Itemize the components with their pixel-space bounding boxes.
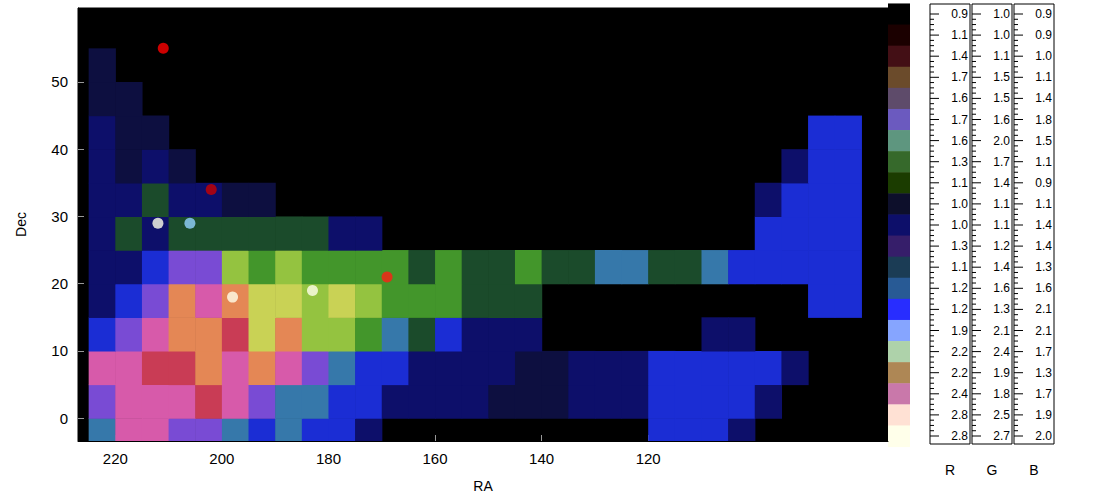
svg-text:2.2: 2.2 (951, 345, 968, 359)
svg-text:0.9: 0.9 (1035, 28, 1052, 42)
svg-text:1.1: 1.1 (951, 176, 968, 190)
svg-text:Dec: Dec (13, 212, 29, 237)
svg-text:1.7: 1.7 (1035, 387, 1052, 401)
svg-text:1.6: 1.6 (993, 281, 1010, 295)
svg-text:2.0: 2.0 (1035, 429, 1052, 443)
svg-text:B: B (1029, 462, 1038, 478)
svg-text:1.0: 1.0 (951, 197, 968, 211)
svg-text:R: R (945, 462, 955, 478)
svg-text:1.6: 1.6 (1035, 281, 1052, 295)
svg-text:2.4: 2.4 (951, 387, 968, 401)
svg-text:1.0: 1.0 (951, 218, 968, 232)
svg-text:20: 20 (51, 275, 68, 292)
svg-text:1.9: 1.9 (993, 366, 1010, 380)
svg-text:2.1: 2.1 (1035, 302, 1052, 316)
svg-text:1.1: 1.1 (993, 49, 1010, 63)
svg-text:1.6: 1.6 (951, 91, 968, 105)
svg-text:2.4: 2.4 (993, 345, 1010, 359)
svg-text:1.5: 1.5 (993, 70, 1010, 84)
svg-text:RA: RA (473, 478, 493, 494)
svg-text:2.0: 2.0 (993, 134, 1010, 148)
svg-text:1.8: 1.8 (1035, 113, 1052, 127)
svg-text:1.3: 1.3 (993, 302, 1010, 316)
svg-text:1.4: 1.4 (993, 176, 1010, 190)
svg-text:1.1: 1.1 (993, 218, 1010, 232)
svg-text:1.2: 1.2 (951, 281, 968, 295)
svg-text:220: 220 (103, 450, 128, 467)
svg-text:2.2: 2.2 (951, 366, 968, 380)
svg-text:1.8: 1.8 (993, 387, 1010, 401)
svg-text:2.8: 2.8 (951, 429, 968, 443)
svg-text:1.4: 1.4 (1035, 218, 1052, 232)
svg-text:0.9: 0.9 (951, 7, 968, 21)
svg-text:1.1: 1.1 (993, 197, 1010, 211)
svg-text:G: G (987, 462, 998, 478)
svg-text:180: 180 (316, 450, 341, 467)
svg-text:1.3: 1.3 (951, 155, 968, 169)
svg-text:1.6: 1.6 (993, 113, 1010, 127)
svg-text:10: 10 (51, 342, 68, 359)
svg-text:2.1: 2.1 (993, 324, 1010, 338)
svg-text:1.5: 1.5 (1035, 134, 1052, 148)
svg-text:160: 160 (423, 450, 448, 467)
svg-text:0.9: 0.9 (1035, 7, 1052, 21)
svg-text:1.7: 1.7 (993, 155, 1010, 169)
svg-text:2.5: 2.5 (993, 408, 1010, 422)
svg-text:1.4: 1.4 (993, 260, 1010, 274)
svg-text:1.7: 1.7 (951, 113, 968, 127)
svg-text:1.4: 1.4 (1035, 91, 1052, 105)
svg-text:30: 30 (51, 208, 68, 225)
svg-text:1.1: 1.1 (1035, 70, 1052, 84)
svg-text:1.2: 1.2 (993, 239, 1010, 253)
svg-text:1.1: 1.1 (951, 28, 968, 42)
svg-text:1.7: 1.7 (1035, 345, 1052, 359)
svg-text:140: 140 (529, 450, 554, 467)
svg-text:200: 200 (209, 450, 234, 467)
svg-text:1.1: 1.1 (1035, 155, 1052, 169)
svg-text:1.9: 1.9 (951, 324, 968, 338)
svg-text:1.3: 1.3 (951, 239, 968, 253)
svg-text:120: 120 (636, 450, 661, 467)
svg-text:1.1: 1.1 (1035, 197, 1052, 211)
svg-text:1.0: 1.0 (1035, 49, 1052, 63)
svg-text:0.9: 0.9 (1035, 176, 1052, 190)
svg-text:50: 50 (51, 73, 68, 90)
svg-text:1.1: 1.1 (951, 260, 968, 274)
svg-text:1.9: 1.9 (1035, 408, 1052, 422)
svg-text:1.4: 1.4 (1035, 239, 1052, 253)
svg-text:1.0: 1.0 (993, 7, 1010, 21)
svg-text:1.5: 1.5 (993, 91, 1010, 105)
svg-text:1.4: 1.4 (951, 49, 968, 63)
svg-text:1.3: 1.3 (1035, 366, 1052, 380)
svg-text:1.2: 1.2 (951, 302, 968, 316)
svg-text:1.3: 1.3 (1035, 260, 1052, 274)
svg-text:1.0: 1.0 (993, 28, 1010, 42)
svg-text:40: 40 (51, 141, 68, 158)
svg-text:1.7: 1.7 (951, 70, 968, 84)
svg-text:1.6: 1.6 (951, 134, 968, 148)
svg-text:0: 0 (60, 410, 68, 427)
svg-text:2.8: 2.8 (951, 408, 968, 422)
svg-text:2.7: 2.7 (993, 429, 1010, 443)
svg-text:2.1: 2.1 (1035, 324, 1052, 338)
